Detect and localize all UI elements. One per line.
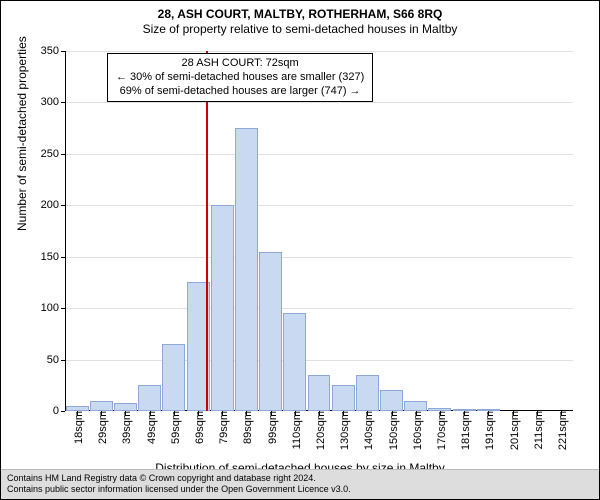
histogram-bar — [308, 375, 331, 411]
y-tick-label: 350 — [41, 45, 65, 57]
info-box-line: ← 30% of semi-detached houses are smalle… — [116, 71, 364, 85]
x-tick-label: 211sqm — [529, 411, 545, 449]
y-tick-label: 250 — [41, 148, 65, 160]
plot-region: 05010015020025030035018sqm29sqm39sqm49sq… — [65, 51, 573, 411]
gridline — [65, 51, 573, 52]
info-box: 28 ASH COURT: 72sqm← 30% of semi-detache… — [107, 53, 373, 102]
x-tick-label: 110sqm — [287, 411, 303, 449]
y-tick-label: 50 — [47, 354, 65, 366]
x-tick-label: 39sqm — [117, 411, 133, 444]
x-tick-label: 99sqm — [263, 411, 279, 444]
title-block: 28, ASH COURT, MALTBY, ROTHERHAM, S66 8R… — [1, 1, 599, 37]
figure-container: 28, ASH COURT, MALTBY, ROTHERHAM, S66 8R… — [0, 0, 600, 500]
histogram-bar — [138, 385, 161, 411]
histogram-bar — [404, 401, 427, 411]
gridline — [65, 257, 573, 258]
y-axis-line — [65, 51, 66, 411]
x-tick-label: 89sqm — [238, 411, 254, 444]
x-tick-label: 170sqm — [432, 411, 448, 450]
histogram-bar — [259, 252, 282, 411]
x-tick-label: 29sqm — [93, 411, 109, 444]
histogram-bar — [114, 403, 137, 411]
x-tick-label: 191sqm — [480, 411, 496, 450]
y-axis-title: Number of semi-detached properties — [15, 36, 29, 231]
histogram-bar — [332, 385, 355, 411]
gridline — [65, 154, 573, 155]
histogram-bar — [283, 313, 306, 411]
x-tick-label: 140sqm — [359, 411, 375, 450]
histogram-bar — [235, 128, 258, 411]
x-tick-label: 18sqm — [69, 411, 85, 444]
info-box-line: 69% of semi-detached houses are larger (… — [116, 85, 364, 99]
y-tick-label: 300 — [41, 96, 65, 108]
y-tick-label: 200 — [41, 199, 65, 211]
histogram-bar — [162, 344, 185, 411]
info-box-line: 28 ASH COURT: 72sqm — [116, 57, 364, 71]
x-tick-label: 49sqm — [142, 411, 158, 444]
gridline — [65, 102, 573, 103]
x-tick-label: 59sqm — [166, 411, 182, 444]
histogram-bar — [356, 375, 379, 411]
x-tick-label: 69sqm — [190, 411, 206, 444]
y-tick-label: 100 — [41, 302, 65, 314]
property-marker-line — [206, 51, 208, 411]
attribution-footer: Contains HM Land Registry data © Crown c… — [1, 469, 599, 499]
footer-line-2: Contains public sector information licen… — [7, 484, 593, 496]
title-address: 28, ASH COURT, MALTBY, ROTHERHAM, S66 8R… — [1, 7, 599, 22]
x-tick-label: 181sqm — [456, 411, 472, 450]
histogram-bar — [90, 401, 113, 411]
y-tick-label: 0 — [53, 405, 65, 417]
y-tick-label: 150 — [41, 251, 65, 263]
chart-area: 05010015020025030035018sqm29sqm39sqm49sq… — [65, 51, 573, 411]
gridline — [65, 308, 573, 309]
x-tick-label: 79sqm — [214, 411, 230, 444]
x-tick-label: 160sqm — [408, 411, 424, 450]
title-subtitle: Size of property relative to semi-detach… — [1, 22, 599, 37]
x-tick-label: 221sqm — [553, 411, 569, 450]
x-tick-label: 150sqm — [384, 411, 400, 450]
x-tick-label: 201sqm — [505, 411, 521, 450]
histogram-bar — [211, 205, 234, 411]
x-tick-label: 130sqm — [335, 411, 351, 450]
gridline — [65, 360, 573, 361]
histogram-bar — [380, 390, 403, 411]
gridline — [65, 205, 573, 206]
footer-line-1: Contains HM Land Registry data © Crown c… — [7, 473, 593, 485]
x-tick-label: 120sqm — [311, 411, 327, 450]
